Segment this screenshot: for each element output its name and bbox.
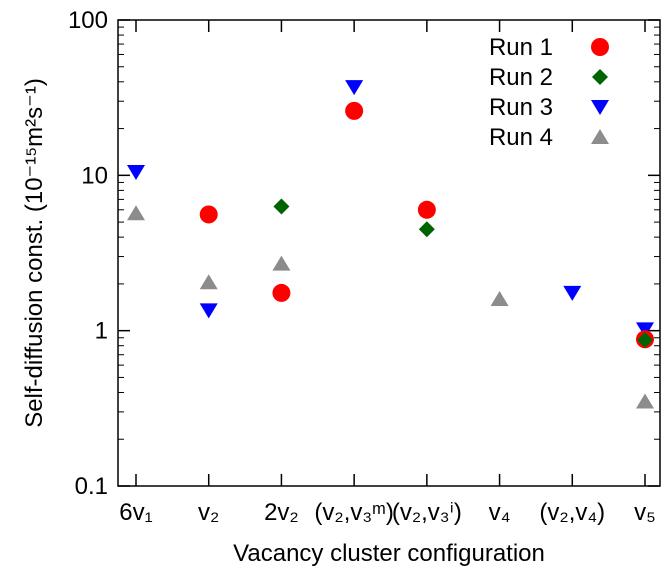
data-point-run-4 — [490, 290, 509, 306]
x-tick-label: (v₂,v₃ᵐ) — [314, 499, 394, 526]
y-tick-label: 100 — [68, 7, 108, 34]
data-point-run-4 — [199, 274, 218, 290]
y-axis: 0.1 1 10 100 — [68, 7, 660, 500]
legend-marker — [591, 129, 609, 144]
data-point-run-1 — [272, 283, 291, 302]
data-point-run-2 — [418, 221, 435, 238]
y-axis-title: Self-diffusion const. (10⁻¹⁵m²s⁻¹) — [21, 78, 48, 428]
legend-label: Run 4 — [489, 124, 553, 151]
legend-marker — [591, 38, 609, 56]
x-axis-title: Vacancy cluster configuration — [233, 540, 545, 567]
plot-frame — [117, 19, 661, 487]
x-tick-label: 2v₂ — [264, 499, 299, 526]
data-point-run-3 — [636, 322, 654, 338]
data-point-run-4 — [272, 255, 291, 271]
legend-label: Run 2 — [489, 64, 553, 91]
data-point-run-3 — [199, 303, 218, 319]
data-point-run-3 — [563, 285, 582, 301]
data-point-run-2 — [637, 332, 653, 349]
data-points — [127, 80, 654, 409]
x-tick-label: (v₂,v₃ⁱ) — [392, 499, 462, 526]
x-tick-label: 6v₁ — [119, 499, 152, 526]
legend: Run 1 Run 2 Run 3 Run 4 — [489, 34, 609, 151]
x-tick-label: v₄ — [489, 499, 511, 526]
data-point-run-3 — [127, 165, 145, 181]
data-point-run-4 — [636, 393, 654, 409]
y-tick-label: 0.1 — [75, 473, 108, 500]
x-tick-label: (v₂,v₄) — [539, 499, 605, 526]
legend-label: Run 3 — [489, 94, 553, 121]
data-point-run-3 — [345, 80, 364, 96]
data-point-run-2 — [273, 198, 290, 215]
legend-marker — [592, 69, 608, 85]
x-tick-label: v₅ — [634, 499, 656, 526]
y-tick-label: 10 — [81, 162, 108, 189]
x-axis: 6v₁ v₂ 2v₂ (v₂,v₃ᵐ)(v₂,v₃ⁱ) v₄ (v₂,v₄) v₅ — [119, 20, 656, 526]
data-point-run-4 — [127, 205, 145, 221]
data-point-run-1 — [199, 205, 218, 224]
y-tick-label: 1 — [95, 318, 108, 345]
legend-label: Run 1 — [489, 34, 553, 61]
x-tick-label: v₂ — [198, 499, 219, 526]
legend-marker — [591, 100, 609, 115]
data-point-run-1 — [345, 101, 364, 120]
data-point-run-1 — [417, 200, 436, 219]
